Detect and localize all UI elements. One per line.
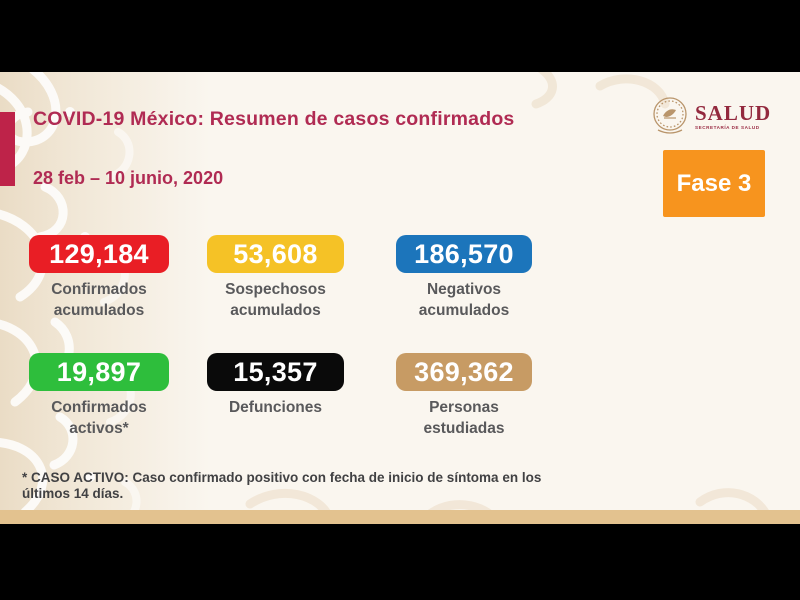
- stat-value-box: 53,608: [207, 235, 344, 273]
- salud-subtitle: SECRETARÍA DE SALUD: [695, 125, 760, 130]
- stat-label: Personas estudiadas: [423, 399, 505, 437]
- stat-value-box: 186,570: [396, 235, 532, 273]
- stat-value-box: 15,357: [207, 353, 344, 391]
- salud-wordmark: SALUD: [695, 101, 772, 125]
- stat-value-box: 129,184: [29, 235, 169, 273]
- stat-value: 186,570: [414, 238, 514, 269]
- bottom-strip: [0, 510, 800, 524]
- slide: COVID-19 México: Resumen de casos confir…: [0, 72, 800, 524]
- stat-value: 369,362: [414, 356, 514, 387]
- background-pattern: [0, 72, 771, 524]
- footnote: * CASO ACTIVO: Caso confirmado positivo …: [22, 470, 552, 502]
- letterbox-top: [0, 0, 800, 72]
- stat-value-box: 19,897: [29, 353, 169, 391]
- phase-badge: Fase 3: [663, 150, 765, 217]
- footnote-line-1: * CASO ACTIVO: Caso confirmado positivo …: [22, 470, 542, 485]
- stat-value: 19,897: [56, 356, 142, 387]
- letterbox-bottom: [0, 524, 800, 600]
- stat-card-negativos-acumulados: 186,570 Negativos acumulados: [396, 235, 532, 321]
- accent-bar: [0, 112, 15, 186]
- salud-seal-icon: [653, 97, 687, 134]
- stat-label: Confirmados activos*: [51, 399, 147, 437]
- stat-card-personas-estudiadas: 369,362 Personas estudiadas: [396, 353, 532, 439]
- stat-card-confirmados-acumulados: 129,184 Confirmados acumulados: [29, 235, 169, 321]
- stat-value-box: 369,362: [396, 353, 532, 391]
- stat-card-defunciones: 15,357 Defunciones: [207, 353, 344, 418]
- stat-value: 53,608: [233, 238, 318, 269]
- date-range: 28 feb – 10 junio, 2020: [33, 168, 224, 188]
- stat-label: Sospechosos acumulados: [225, 281, 326, 319]
- page-title: COVID-19 México: Resumen de casos confir…: [33, 108, 515, 130]
- stat-label: Negativos acumulados: [418, 281, 510, 319]
- stat-label: Confirmados acumulados: [51, 281, 147, 319]
- stat-card-confirmados-activos: 19,897 Confirmados activos*: [29, 353, 169, 439]
- footnote-line-2: últimos 14 días.: [22, 486, 124, 501]
- salud-logo: SALUD SECRETARÍA DE SALUD: [650, 96, 771, 136]
- stat-label: Defunciones: [228, 399, 322, 416]
- stat-card-sospechosos-acumulados: 53,608 Sospechosos acumulados: [207, 235, 344, 321]
- stat-value: 129,184: [49, 238, 149, 269]
- stat-value: 15,357: [233, 356, 318, 387]
